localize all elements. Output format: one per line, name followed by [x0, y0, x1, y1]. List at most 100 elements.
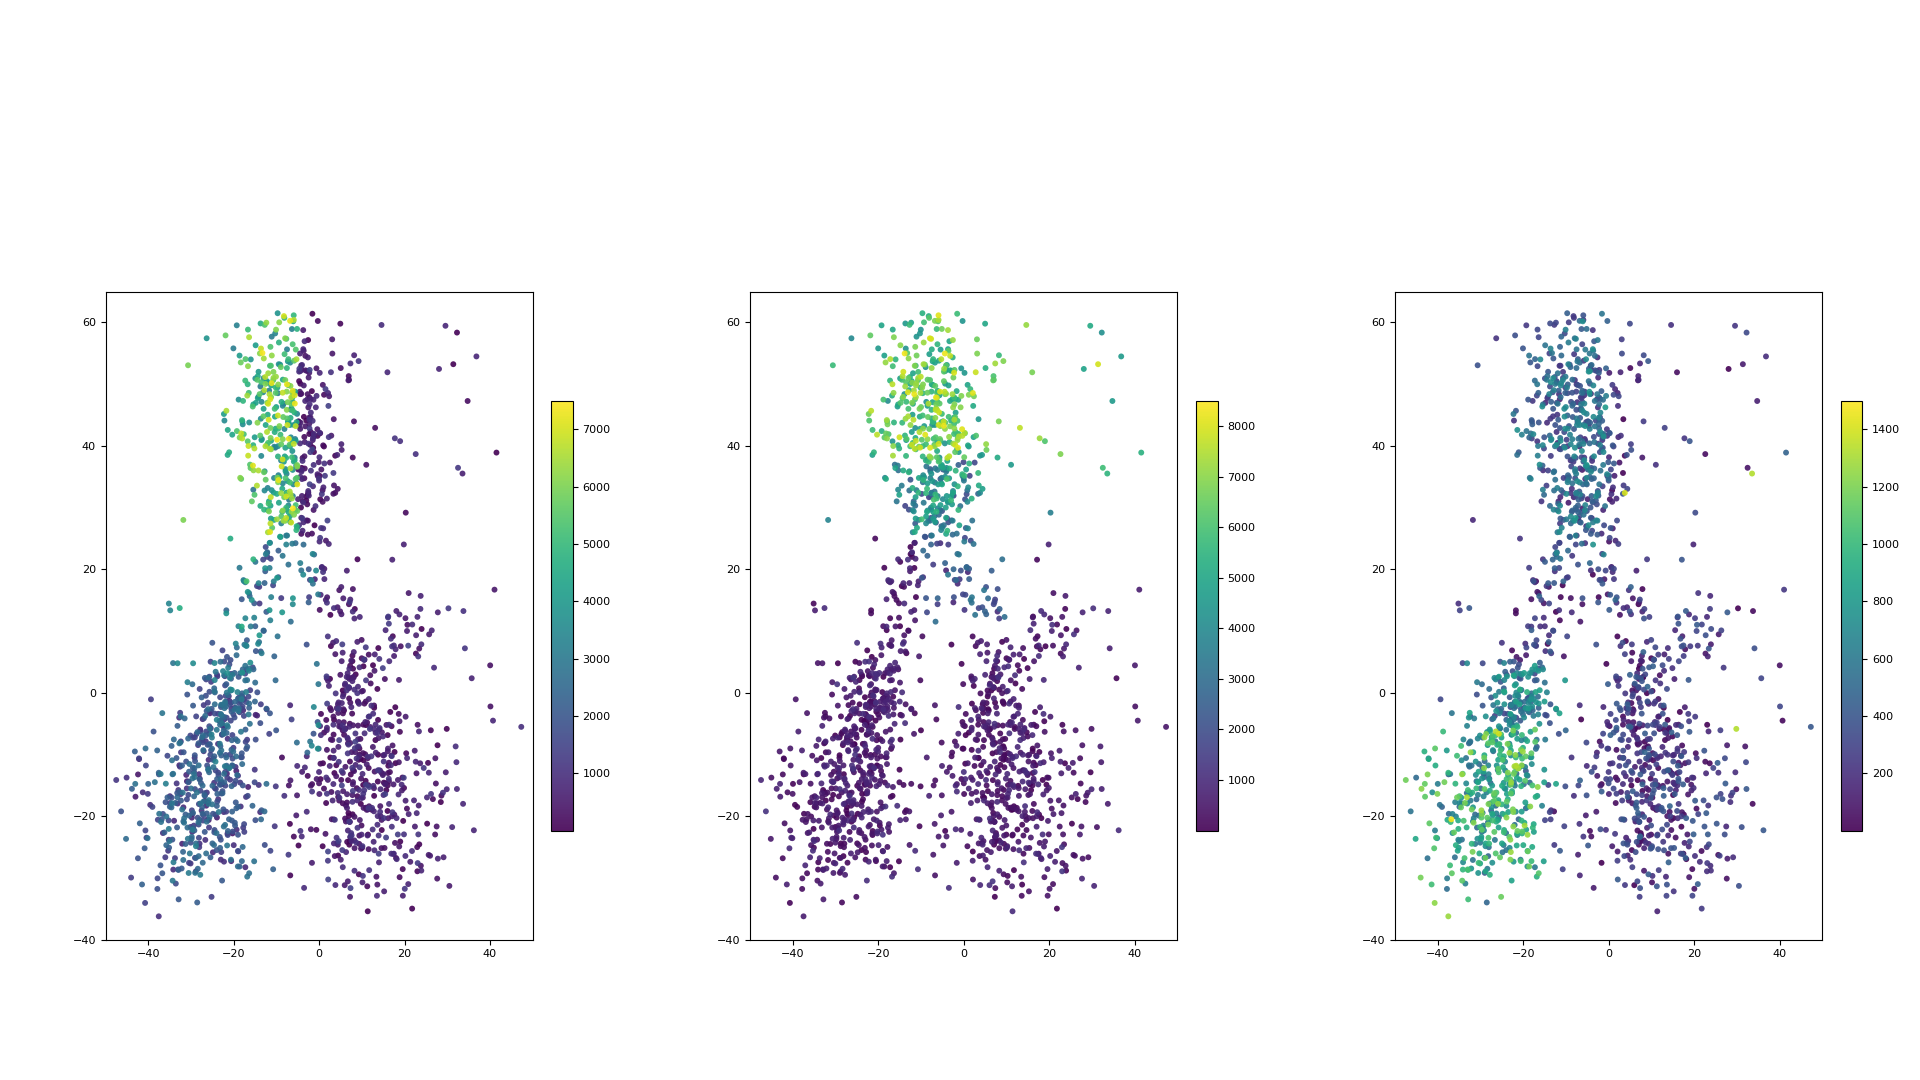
Point [1563, 414, 1594, 431]
Point [1523, 433, 1553, 450]
Point [851, 713, 881, 730]
Point [948, 532, 979, 550]
Point [338, 347, 369, 364]
Point [1523, 321, 1553, 338]
Point [190, 707, 221, 725]
Point [854, 764, 885, 781]
Point [290, 433, 321, 450]
Point [1534, 595, 1565, 612]
Point [230, 572, 261, 590]
Point [1008, 720, 1039, 738]
Point [1538, 622, 1569, 639]
Point [309, 437, 340, 455]
Point [267, 508, 298, 525]
Point [1580, 392, 1611, 409]
Point [1025, 640, 1056, 658]
Point [1505, 665, 1536, 683]
Point [332, 771, 363, 788]
Point [1596, 770, 1626, 787]
Point [937, 512, 968, 529]
Point [1613, 731, 1644, 748]
Point [1498, 804, 1528, 821]
Point [1613, 788, 1644, 806]
Point [872, 664, 902, 681]
Point [415, 625, 445, 643]
Point [803, 853, 833, 870]
Point [157, 765, 188, 782]
Point [864, 693, 895, 711]
Point [885, 811, 916, 828]
Point [1523, 660, 1553, 677]
Point [1436, 811, 1467, 828]
Point [1492, 666, 1523, 684]
Point [309, 780, 340, 797]
Point [376, 747, 407, 765]
Point [849, 744, 879, 761]
Point [856, 421, 887, 438]
Point [1596, 755, 1626, 772]
Point [1640, 716, 1670, 733]
Point [1561, 330, 1592, 348]
Point [1632, 352, 1663, 369]
Point [1523, 694, 1553, 712]
Point [1501, 725, 1532, 742]
Point [927, 461, 958, 478]
Point [1461, 767, 1492, 784]
Point [280, 470, 311, 487]
Point [920, 409, 950, 427]
Point [240, 706, 271, 724]
Point [1561, 360, 1592, 377]
Point [795, 849, 826, 866]
Point [1469, 849, 1500, 866]
Point [995, 672, 1025, 689]
Point [1571, 458, 1601, 475]
Point [1657, 746, 1688, 764]
Point [816, 674, 847, 691]
Point [267, 481, 298, 498]
Point [870, 703, 900, 720]
Point [793, 806, 824, 823]
Point [1092, 603, 1123, 620]
Point [227, 690, 257, 707]
Point [964, 848, 995, 865]
Point [1559, 470, 1590, 487]
Point [131, 894, 161, 912]
Point [342, 717, 372, 734]
Point [323, 833, 353, 850]
Point [238, 595, 269, 612]
Point [1500, 694, 1530, 712]
Point [826, 835, 856, 852]
Point [829, 782, 860, 799]
Point [1732, 324, 1763, 341]
Point [1008, 845, 1039, 862]
Point [1624, 718, 1655, 735]
Point [883, 440, 914, 457]
Point [209, 653, 240, 671]
Point [870, 429, 900, 446]
Point [1574, 499, 1605, 516]
Point [1728, 355, 1759, 373]
Point [950, 424, 981, 442]
Point [854, 667, 885, 685]
Point [829, 838, 860, 855]
Point [1638, 716, 1668, 733]
Point [169, 814, 200, 832]
Point [1628, 740, 1659, 757]
Point [252, 700, 282, 717]
Point [1565, 401, 1596, 418]
Point [1619, 702, 1649, 719]
Point [1450, 875, 1480, 892]
Point [309, 455, 340, 472]
Point [228, 815, 259, 833]
Point [1501, 675, 1532, 692]
Point [315, 454, 346, 471]
Point [355, 666, 386, 684]
Point [968, 718, 998, 735]
Point [211, 710, 242, 727]
Point [1540, 559, 1571, 577]
Point [937, 804, 968, 821]
Point [1453, 757, 1484, 774]
Point [265, 528, 296, 545]
Point [1653, 729, 1684, 746]
Point [870, 347, 900, 364]
